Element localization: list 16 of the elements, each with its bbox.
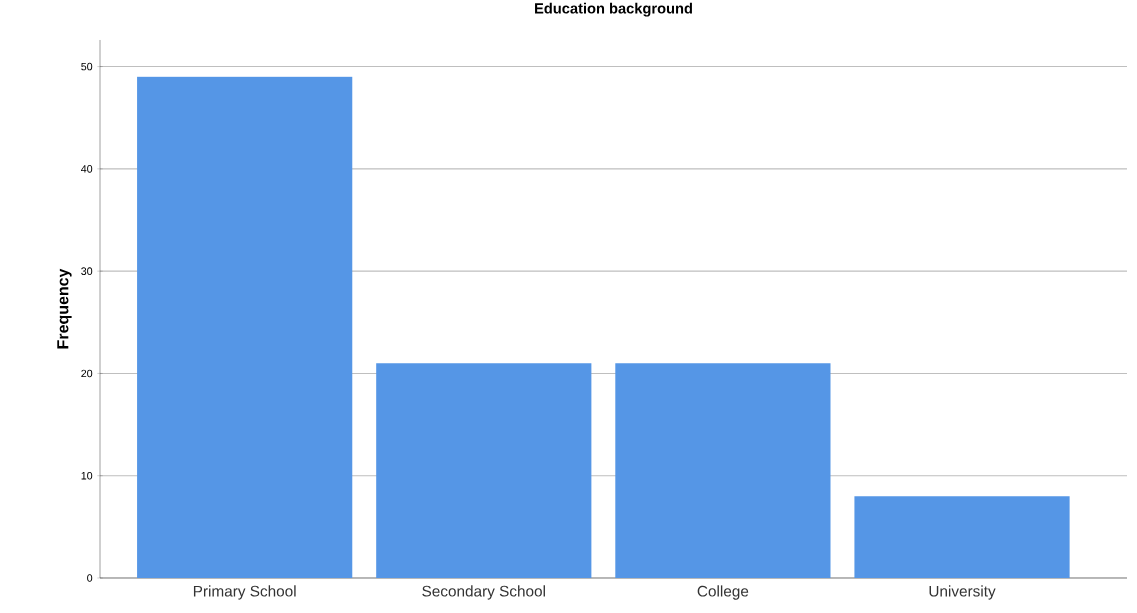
- x-tick-label: College: [697, 585, 749, 600]
- bar: [615, 363, 831, 578]
- chart-title: Education background: [535, 2, 692, 17]
- y-tick-label: 0: [87, 574, 93, 582]
- y-axis-title: Frequency: [57, 268, 72, 349]
- bar: [376, 363, 592, 578]
- x-tick-label: University: [929, 585, 996, 600]
- y-tick-label: 50: [81, 62, 93, 71]
- y-tick-label: 40: [81, 165, 93, 173]
- x-tick-label: Primary School: [193, 585, 296, 600]
- bar: [854, 496, 1070, 578]
- bar: [137, 76, 353, 578]
- y-tick-label: 10: [81, 471, 93, 480]
- x-tick-label: Secondary School: [422, 585, 545, 600]
- y-tick-label: 30: [81, 267, 93, 275]
- y-tick-label: 20: [81, 369, 93, 378]
